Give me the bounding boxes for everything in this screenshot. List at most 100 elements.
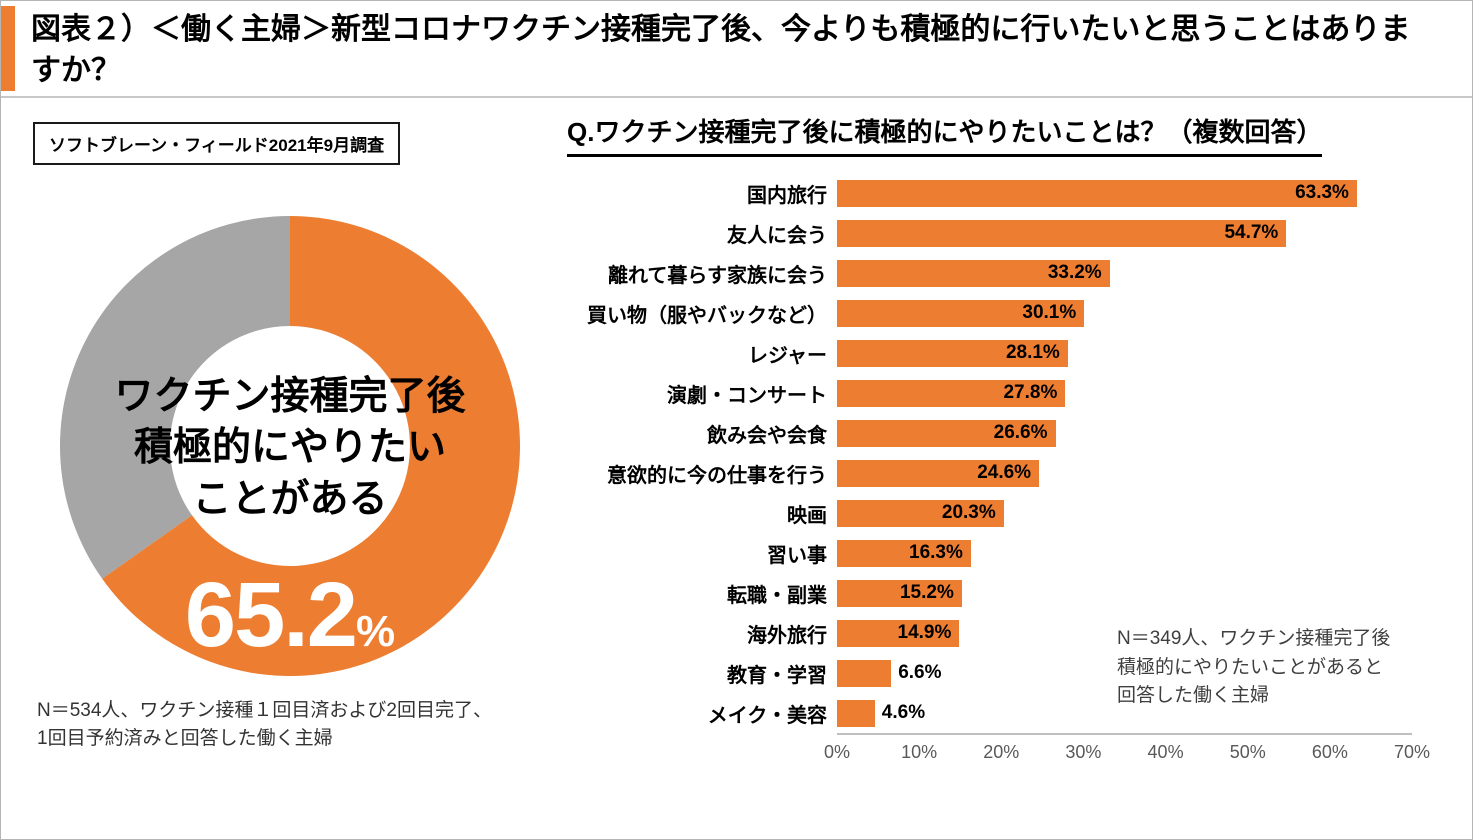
- bar-value-label: 26.6%: [993, 422, 1048, 443]
- donut-center-label: ワクチン接種完了後 積極的にやりたい ことがある: [55, 371, 525, 525]
- bar: 26.6%: [837, 419, 1056, 447]
- donut-value-number: 65.2: [184, 564, 358, 666]
- bar-row: 映画 20.3%: [565, 493, 1412, 533]
- bar-value-label: 27.8%: [1003, 382, 1058, 403]
- bar: 54.7%: [837, 219, 1287, 247]
- bar-rows: 国内旅行 63.3% 友人に会う 54.7% 離れて暮らす家族に会う 33.2% 買い物（服…: [565, 173, 1412, 733]
- bar-track: 20.3%: [837, 499, 1412, 527]
- bar-value-label: 15.2%: [899, 582, 954, 603]
- bar: 16.3%: [837, 539, 971, 567]
- bar-category-label: 離れて暮らす家族に会う: [608, 264, 827, 287]
- bar-category-label: 買い物（服やバックなど）: [587, 304, 827, 327]
- bar-chart: 国内旅行 63.3% 友人に会う 54.7% 離れて暮らす家族に会う 33.2% 買い物（服…: [565, 173, 1430, 769]
- bar-row: メイク・美容 4.6%: [565, 693, 1412, 733]
- x-axis-tick: 60%: [1311, 742, 1348, 762]
- bar: 15.2%: [837, 579, 962, 607]
- bar-track: 54.7%: [837, 219, 1412, 247]
- donut-slice-main: [102, 216, 520, 676]
- bar-category-label: 意欲的に今の仕事を行う: [607, 464, 827, 487]
- bar-value-label: 16.3%: [909, 542, 963, 563]
- bar-row: 飲み会や会食 26.6%: [565, 413, 1412, 453]
- bar-value-label: 6.6%: [898, 662, 942, 683]
- bar: 24.6%: [837, 459, 1040, 487]
- donut-panel: ソフトブレーン・フィールド2021年9月調査 ワクチン接種完了後 積極的にやりた…: [27, 98, 557, 769]
- bar-value-label: 20.3%: [941, 502, 996, 523]
- bar-category-label: メイク・美容: [707, 704, 827, 727]
- bar-track: 26.6%: [837, 419, 1412, 447]
- bar: 28.1%: [837, 339, 1068, 367]
- bar: 33.2%: [837, 259, 1110, 287]
- bar-track: 24.6%: [837, 459, 1412, 487]
- content: ソフトブレーン・フィールド2021年9月調査 ワクチン接種完了後 積極的にやりた…: [1, 98, 1472, 769]
- bar: 27.8%: [837, 379, 1066, 407]
- bar-value-label: 33.2%: [1047, 262, 1102, 283]
- bar-row: レジャー 28.1%: [565, 333, 1412, 373]
- donut-svg: [59, 216, 520, 676]
- bar-category-label: 演劇・コンサート: [667, 384, 827, 407]
- donut-value-unit: %: [355, 607, 396, 656]
- bar-chart-note-line: 積極的にやりたいことがあると: [1117, 656, 1384, 678]
- bar-category-label: 友人に会う: [727, 224, 827, 247]
- left-footnote-line: N＝534人、ワクチン接種１回目済および2回目完了、: [37, 700, 492, 721]
- bar-row: 買い物（服やバックなど） 30.1%: [565, 293, 1412, 333]
- x-axis-tick: 40%: [1147, 742, 1184, 762]
- bar-value-label: 28.1%: [1005, 342, 1060, 363]
- bar: [837, 659, 892, 687]
- bar-row: 転職・副業 15.2%: [565, 573, 1412, 613]
- left-footnote-line: 1回目予約済みと回答した働く主婦: [37, 727, 333, 749]
- bar-value-label: 63.3%: [1295, 182, 1349, 203]
- bar-row: 習い事 16.3%: [565, 533, 1412, 573]
- donut-slice-rest: [59, 216, 290, 579]
- bar-value-label: 14.9%: [897, 622, 952, 643]
- bar-category-label: レジャー: [748, 344, 827, 367]
- bar-row: 意欲的に今の仕事を行う 24.6%: [565, 453, 1412, 493]
- bar-track: 30.1%: [837, 299, 1412, 327]
- donut-center-line: 積極的にやりたい: [133, 426, 446, 470]
- header: 図表２）＜働く主婦＞新型コロナワクチン接種完了後、今よりも積極的に行いたいと思う…: [1, 1, 1472, 98]
- bar-track: 16.3%: [837, 539, 1412, 567]
- orange-accent-bar: [1, 6, 15, 91]
- left-footnote: N＝534人、ワクチン接種１回目済および2回目完了、 1回目予約済みと回答した働…: [37, 697, 557, 752]
- x-axis-tick: 30%: [1065, 742, 1102, 762]
- bar-category-label: 国内旅行: [747, 184, 827, 207]
- figure-title: 図表２）＜働く主婦＞新型コロナワクチン接種完了後、今よりも積極的に行いたいと思う…: [31, 13, 1411, 87]
- donut-chart: ワクチン接種完了後 積極的にやりたい ことがある 65.2%: [55, 211, 525, 681]
- bar-category-label: 海外旅行: [747, 624, 827, 647]
- bar-category-label: 教育・学習: [727, 664, 827, 687]
- bar: [837, 699, 875, 727]
- bar-row: 演劇・コンサート 27.8%: [565, 373, 1412, 413]
- bar-chart-title: Q.ワクチン接種完了後に積極的にやりたいことは？（複数回答）: [567, 112, 1323, 157]
- bar-chart-note-line: 回答した働く主婦: [1117, 685, 1270, 706]
- bar-track: 14.9%: [837, 619, 1412, 647]
- x-axis-tick: 10%: [901, 742, 938, 762]
- bar-track: 27.8%: [837, 379, 1412, 407]
- bar-row: 友人に会う 54.7%: [565, 213, 1412, 253]
- bar-track: 28.1%: [837, 339, 1412, 367]
- x-axis-tick: 0%: [823, 742, 851, 762]
- bar-row: 教育・学習 6.6%: [565, 653, 1412, 693]
- bar-row: 国内旅行 63.3%: [565, 173, 1412, 213]
- bar-row: 離れて暮らす家族に会う 33.2%: [565, 253, 1412, 293]
- bar-panel: Q.ワクチン接種完了後に積極的にやりたいことは？（複数回答） 国内旅行 63.3%…: [557, 98, 1472, 769]
- bar-category-label: 転職・副業: [727, 584, 827, 607]
- bar: 30.1%: [837, 299, 1085, 327]
- bar: 20.3%: [837, 499, 1004, 527]
- bar-value-label: 54.7%: [1224, 222, 1279, 243]
- bar-track: 4.6%: [837, 699, 1412, 727]
- bar-value-label: 4.6%: [881, 702, 926, 723]
- bar-category-label: 飲み会や会食: [707, 424, 827, 447]
- x-axis-tick: 20%: [983, 742, 1020, 762]
- donut-value-label: 65.2%: [55, 563, 525, 668]
- bar-category-label: 映画: [787, 504, 827, 527]
- bar-value-label: 30.1%: [1022, 302, 1077, 323]
- bar: 14.9%: [837, 619, 960, 647]
- bar-chart-note-line: N＝349人、ワクチン接種完了後: [1117, 628, 1391, 649]
- donut-center-line: ことがある: [192, 477, 388, 521]
- bar: 63.3%: [837, 179, 1357, 207]
- bar-track: 63.3%: [837, 179, 1412, 207]
- bar-row: 海外旅行 14.9%: [565, 613, 1412, 653]
- bar-category-label: 習い事: [767, 544, 827, 567]
- bar-track: 6.6%: [837, 659, 1412, 687]
- bar-track: 33.2%: [837, 259, 1412, 287]
